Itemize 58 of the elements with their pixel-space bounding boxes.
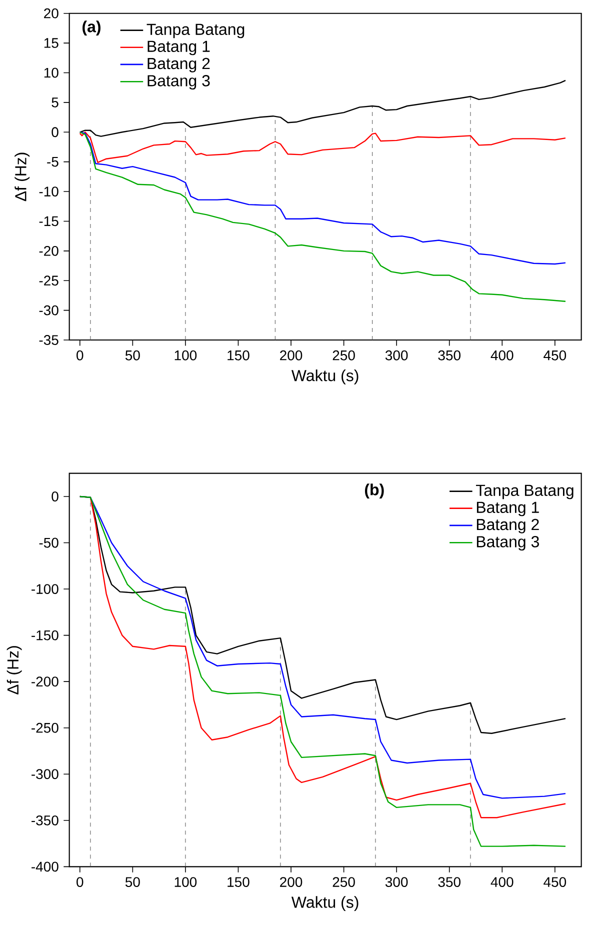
legend-label: Batang 2 xyxy=(476,518,539,534)
x-tick-label: 250 xyxy=(332,350,355,360)
legend-label: Batang 2 xyxy=(148,58,210,72)
chart-title: (a) xyxy=(82,20,100,36)
y-tick-label: 5 xyxy=(52,98,58,108)
x-tick-label: 400 xyxy=(490,877,514,887)
y-axis-title: Δf (Hz) xyxy=(6,646,22,694)
x-tick-label: 350 xyxy=(438,350,460,360)
x-tick-label: 450 xyxy=(544,350,566,360)
x-tick-label: 0 xyxy=(76,877,84,887)
x-tick-label: 150 xyxy=(228,350,250,360)
y-tick-label: 10 xyxy=(44,68,58,78)
x-axis-title: Waktu (s) xyxy=(291,369,358,384)
line-series xyxy=(79,132,566,265)
x-tick-label: 300 xyxy=(385,877,408,887)
y-tick-label: -400 xyxy=(32,862,58,872)
legend-label: Batang 3 xyxy=(148,75,210,90)
x-tick-label: 400 xyxy=(490,350,514,360)
legend-label: Tanpa Batang xyxy=(476,484,574,500)
x-axis-title: Waktu (s) xyxy=(291,896,358,912)
line-series xyxy=(79,132,566,164)
line-series xyxy=(79,132,566,302)
y-tick-label: -150 xyxy=(32,630,58,640)
x-tick-label: 250 xyxy=(332,877,355,887)
x-tick-label: 50 xyxy=(125,350,140,360)
y-tick-label: -50 xyxy=(39,538,58,548)
y-tick-label: -200 xyxy=(32,676,58,687)
y-tick-label: 15 xyxy=(44,38,58,48)
y-tick-label: -20 xyxy=(39,246,58,256)
y-tick-label: -10 xyxy=(39,186,58,196)
x-tick-label: 100 xyxy=(174,877,197,887)
legend-label: Batang 1 xyxy=(476,502,539,516)
x-tick-label: 50 xyxy=(125,877,140,887)
x-tick-label: 300 xyxy=(385,350,408,360)
x-tick-label: 0 xyxy=(76,350,84,360)
legend-label: Batang 1 xyxy=(148,40,210,56)
y-tick-label: 0 xyxy=(52,127,58,138)
x-tick-label: 450 xyxy=(544,877,566,887)
x-tick-label: 200 xyxy=(280,877,302,887)
legend-label: Batang 3 xyxy=(476,536,539,551)
x-tick-label: 350 xyxy=(438,877,460,887)
legend-label: Tanpa Batang xyxy=(146,24,244,38)
text: (b) xyxy=(364,484,384,498)
y-tick-label: 0 xyxy=(52,492,58,502)
y-tick-label: -350 xyxy=(32,815,58,826)
y-tick-label: -35 xyxy=(39,335,58,345)
x-tick-label: 150 xyxy=(228,877,250,887)
y-tick-label: -100 xyxy=(32,584,58,594)
y-tick-label: -5 xyxy=(47,156,58,167)
x-tick-label: 200 xyxy=(280,350,302,360)
y-tick-label: -15 xyxy=(39,216,58,226)
y-tick-label: -30 xyxy=(39,305,58,316)
y-tick-label: -25 xyxy=(39,276,58,286)
y-tick-label: -300 xyxy=(32,769,58,780)
y-tick-label: -250 xyxy=(32,722,58,733)
y-tick-label: 20 xyxy=(44,8,58,18)
x-tick-label: 100 xyxy=(174,350,197,360)
y-axis-title: Δf (Hz) xyxy=(14,152,30,202)
